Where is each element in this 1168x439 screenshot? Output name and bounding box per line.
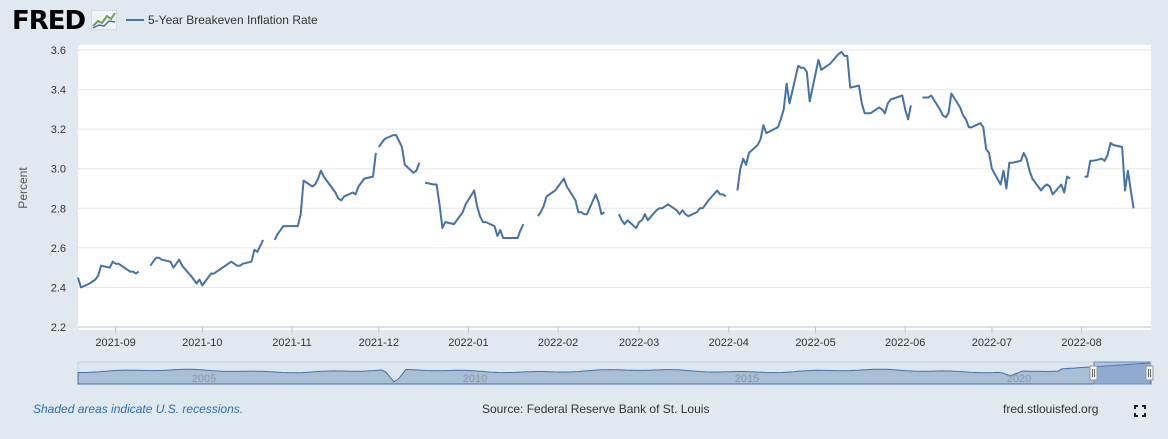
x-tick-label: 2022-02 xyxy=(538,337,578,349)
series-line-segment[interactable] xyxy=(537,177,605,217)
site-url-link[interactable]: fred.stlouisfed.org xyxy=(1003,402,1099,416)
x-tick-label: 2021-09 xyxy=(95,337,135,349)
fred-logo-graph-icon xyxy=(91,10,117,30)
navigator-right-handle[interactable] xyxy=(1145,365,1154,381)
source-note: Source: Federal Reserve Bank of St. Loui… xyxy=(482,402,710,416)
navigator-selection[interactable] xyxy=(1093,361,1151,385)
navigator-year-label: 2015 xyxy=(735,373,759,385)
x-tick-label: 2022-07 xyxy=(972,337,1012,349)
series-line-segment[interactable] xyxy=(424,181,525,239)
series-lines xyxy=(77,51,1135,289)
x-tick-label: 2022-05 xyxy=(795,337,835,349)
series-line-segment[interactable] xyxy=(77,260,140,289)
y-tick-label: 3.2 xyxy=(51,124,66,136)
navigator-year-label: 2005 xyxy=(192,373,216,385)
series-line-segment[interactable] xyxy=(377,134,421,174)
series-line-segment[interactable] xyxy=(617,189,727,230)
x-tick-label: 2022-01 xyxy=(448,337,488,349)
series-line-segment[interactable] xyxy=(273,152,377,241)
y-tick-label: 3.0 xyxy=(51,164,66,176)
y-axis-label: Percent xyxy=(16,167,30,209)
navigator-year-label: 2010 xyxy=(463,373,487,385)
line-chart[interactable]: 2.22.42.62.83.03.23.43.6 2021-09 2021-10 2… xyxy=(0,0,1168,400)
x-tick-label: 2022-08 xyxy=(1061,337,1101,349)
x-tick-label: 2022-04 xyxy=(709,337,749,349)
x-tick-label: 2021-11 xyxy=(272,337,312,349)
recession-note: Shaded areas indicate U.S. recessions. xyxy=(33,402,244,416)
y-tick-label: 3.4 xyxy=(51,85,66,97)
x-tick-label: 2022-03 xyxy=(619,337,659,349)
y-axis-tick-labels: 2.2 2.4 2.6 2.8 3.0 3.2 3.4 3.6 xyxy=(51,45,66,334)
y-tick-label: 2.2 xyxy=(51,322,66,334)
navigator-left-handle[interactable] xyxy=(1089,365,1098,381)
x-tick-label: 2022-06 xyxy=(885,337,925,349)
navigator-series-area xyxy=(77,362,1152,385)
x-axis-tick-labels: 2021-09 2021-10 2021-11 2021-12 2022-01 2022-… xyxy=(95,327,1102,349)
y-tick-label: 2.8 xyxy=(51,203,66,215)
legend-line-swatch xyxy=(126,19,144,21)
x-tick-label: 2021-12 xyxy=(359,337,399,349)
plot-area xyxy=(78,45,1151,330)
series-line-segment[interactable] xyxy=(922,92,1071,196)
range-navigator[interactable]: 2005 2010 2015 2020 xyxy=(77,361,1154,385)
y-tick-label: 2.4 xyxy=(51,282,66,294)
y-tick-label: 3.6 xyxy=(51,45,66,57)
legend-label: 5-Year Breakeven Inflation Rate xyxy=(148,13,318,27)
header: FRED 5-Year Breakeven Inflation Rate xyxy=(0,0,1168,44)
grid-lines xyxy=(78,49,1151,328)
fullscreen-icon[interactable] xyxy=(1134,405,1146,417)
series-line-segment[interactable] xyxy=(149,239,265,287)
y-tick-label: 2.6 xyxy=(51,243,66,255)
chart-legend[interactable]: 5-Year Breakeven Inflation Rate xyxy=(126,13,318,27)
fred-logo[interactable]: FRED xyxy=(12,6,86,36)
series-line-segment[interactable] xyxy=(736,51,912,191)
x-tick-label: 2021-10 xyxy=(182,337,222,349)
series-line-segment[interactable] xyxy=(1084,142,1135,209)
navigator-year-label: 2020 xyxy=(1007,373,1031,385)
